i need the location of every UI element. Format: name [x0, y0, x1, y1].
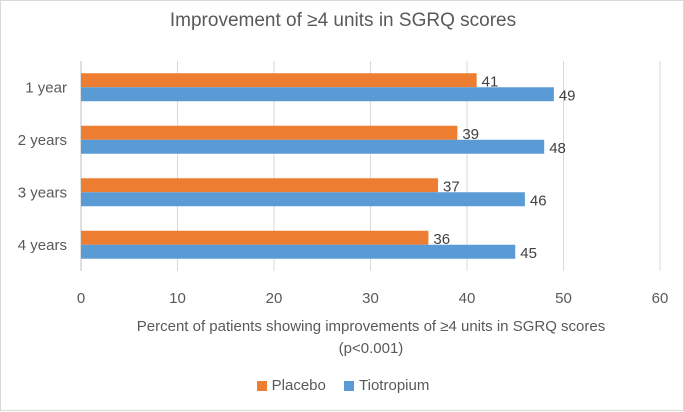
- data-label: 46: [530, 192, 547, 209]
- bar-placebo-4: [81, 230, 429, 245]
- legend-swatch-tiotropium: [344, 380, 355, 391]
- bar-tiotropium-3: [81, 192, 525, 207]
- data-label: 45: [520, 245, 537, 262]
- x-tick-label: 10: [169, 290, 186, 307]
- x-tick-label: 0: [77, 290, 85, 307]
- y-tick-label: 3 years: [18, 184, 67, 201]
- x-tick-label: 20: [266, 290, 283, 307]
- data-label: 39: [462, 126, 479, 143]
- chart-title: Improvement of ≥4 units in SGRQ scores: [169, 10, 517, 31]
- x-tick-label: 60: [652, 290, 669, 307]
- data-label: 49: [559, 87, 576, 104]
- data-label: 36: [433, 231, 450, 248]
- legend-item-placebo: Placebo: [256, 377, 326, 394]
- x-tick-label: 40: [459, 290, 476, 307]
- legend-label-placebo: Placebo: [271, 377, 326, 394]
- bar-tiotropium-2: [81, 139, 545, 154]
- x-tick-label: 30: [362, 290, 379, 307]
- y-tick-label: 2 years: [18, 132, 67, 149]
- legend-label-tiotropium: Tiotropium: [359, 377, 430, 394]
- data-label: 41: [482, 73, 499, 90]
- data-label: 48: [549, 140, 566, 157]
- legend-item-tiotropium: Tiotropium: [344, 377, 429, 394]
- bar-placebo-1: [81, 73, 477, 88]
- bar-tiotropium-1: [81, 87, 554, 102]
- bar-placebo-2: [81, 125, 458, 140]
- legend-swatch-placebo: [256, 380, 267, 391]
- bar-tiotropium-4: [81, 244, 516, 259]
- x-axis-note: (p<0.001): [338, 340, 404, 357]
- x-axis-label: Percent of patients showing improvements…: [136, 318, 606, 335]
- x-axis-title: Percent of patients showing improvements…: [61, 316, 681, 360]
- bar-placebo-3: [81, 178, 439, 193]
- y-tick-label: 4 years: [18, 237, 67, 254]
- data-label: 37: [443, 178, 460, 195]
- y-tick-label: 1 year: [25, 79, 67, 96]
- legend: Placebo Tiotropium: [1, 377, 684, 395]
- x-tick-label: 50: [555, 290, 572, 307]
